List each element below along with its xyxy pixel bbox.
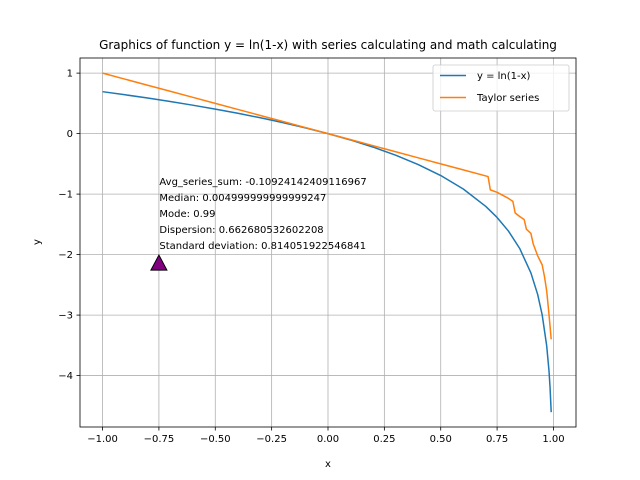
legend-label-1: Taylor series bbox=[476, 93, 539, 104]
x-tick-label: 0.75 bbox=[486, 434, 508, 445]
series-line-1 bbox=[102, 72, 552, 340]
ticks: −1.00 −0.75 −0.50 −0.25 0.00 0.25 0.50 0.75 1.00… bbox=[58, 69, 564, 445]
annotation-line: Standard deviation: 0.814051922546841 bbox=[159, 241, 366, 252]
annotation: Avg_series_sum: -0.10924142409116967 Medi… bbox=[150, 177, 367, 271]
y-tick-label: −4 bbox=[58, 371, 73, 382]
y-axis-label: y bbox=[32, 239, 43, 245]
annotation-line: Dispersion: 0.662680532602208 bbox=[159, 225, 323, 236]
legend: y = ln(1-x) Taylor series bbox=[432, 64, 570, 112]
x-tick-label: 0.25 bbox=[373, 434, 395, 445]
x-tick-label: 1.00 bbox=[542, 434, 564, 445]
x-tick-label: −0.50 bbox=[200, 434, 231, 445]
legend-box bbox=[432, 64, 570, 112]
chart-title: Graphics of function y = ln(1-x) with se… bbox=[99, 38, 557, 52]
annotation-line: Avg_series_sum: -0.10924142409116967 bbox=[159, 177, 366, 188]
legend-label-0: y = ln(1-x) bbox=[477, 71, 531, 82]
y-tick-label: −3 bbox=[58, 311, 73, 322]
series-layer bbox=[102, 72, 552, 413]
y-tick-label: 1 bbox=[67, 69, 73, 80]
annotation-marker bbox=[150, 254, 168, 271]
x-tick-label: −0.75 bbox=[144, 434, 175, 445]
x-tick-label: −1.00 bbox=[87, 434, 118, 445]
x-tick-label: 0.50 bbox=[430, 434, 452, 445]
annotation-line: Median: 0.004999999999999247 bbox=[159, 193, 326, 204]
series-line-0 bbox=[102, 90, 552, 413]
y-tick-label: −1 bbox=[58, 190, 73, 201]
annotation-line: Mode: 0.99 bbox=[159, 209, 215, 220]
x-tick-label: −0.25 bbox=[256, 434, 287, 445]
x-axis-label: x bbox=[325, 459, 331, 470]
x-tick-label: 0.00 bbox=[317, 434, 339, 445]
y-tick-label: −2 bbox=[58, 250, 73, 261]
y-tick-label: 0 bbox=[67, 129, 73, 140]
